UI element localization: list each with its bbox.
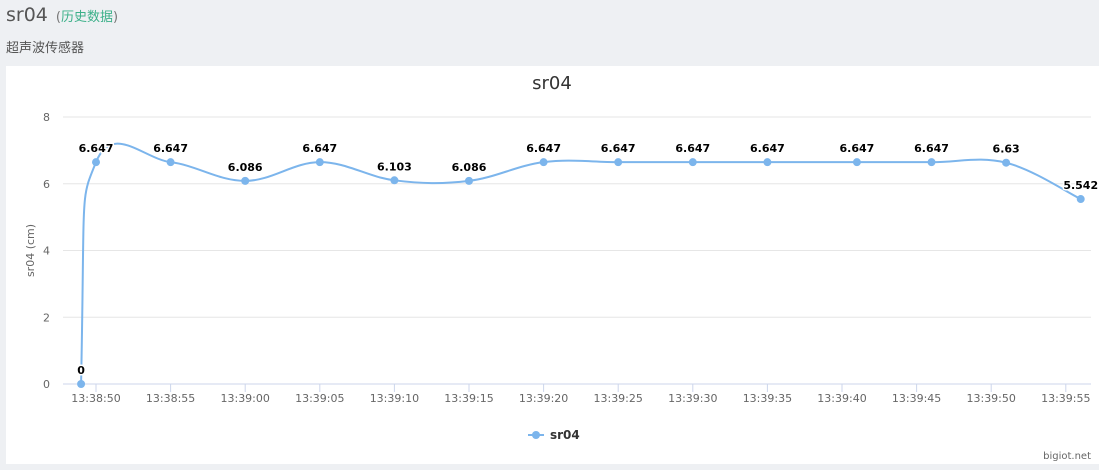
axis-layer: 0 2 4 6 8 13:38:50 13:38:55 13:39:00 13:39:05 13:… <box>43 111 1091 405</box>
data-point <box>166 158 175 167</box>
data-label: 6.647 <box>302 142 337 155</box>
data-label: 6.63 <box>993 143 1020 156</box>
chart-title: sr04 <box>532 73 572 94</box>
data-label: 6.647 <box>675 142 710 155</box>
line-chart: sr04 0 2 4 6 8 13:38:50 13:38:55 13:39:00 13:39:… <box>24 73 1099 442</box>
x-tick-label: 13:39:55 <box>1041 392 1090 405</box>
data-label: 6.647 <box>750 142 785 155</box>
x-tick-label: 13:38:50 <box>71 392 120 405</box>
data-label: 6.647 <box>526 142 561 155</box>
data-label: 5.542 <box>1063 179 1098 192</box>
x-tick-label: 13:39:40 <box>817 392 866 405</box>
history-data-link[interactable]: 历史数据 <box>60 10 113 25</box>
data-point <box>763 158 772 167</box>
data-point <box>1076 195 1085 204</box>
grid-layer <box>63 116 1091 318</box>
y-tick-label: 8 <box>43 111 50 124</box>
data-point <box>614 158 623 167</box>
data-label: 6.103 <box>377 160 412 173</box>
title-row: sr04 (历史数据) <box>6 4 118 26</box>
x-tick-label: 13:39:15 <box>444 392 493 405</box>
legend-marker <box>532 431 540 439</box>
y-tick-label: 4 <box>43 245 50 258</box>
data-label: 6.647 <box>601 142 636 155</box>
y-axis-title: sr04 (cm) <box>24 224 37 277</box>
y-tick-label: 6 <box>43 178 50 191</box>
paren-open: ( <box>55 10 61 25</box>
x-tick-label: 13:39:35 <box>743 392 792 405</box>
paren-close: ) <box>112 10 119 25</box>
data-point <box>852 158 861 167</box>
x-tick-label: 13:39:30 <box>668 392 717 405</box>
data-label: 6.086 <box>452 161 487 174</box>
data-label: 6.647 <box>914 142 949 155</box>
x-tick-label: 13:38:55 <box>146 392 195 405</box>
x-tick-label: 13:39:25 <box>593 392 642 405</box>
data-label: 6.086 <box>228 161 263 174</box>
series-line <box>80 142 1082 385</box>
data-point <box>688 158 697 167</box>
data-point <box>539 158 548 167</box>
history-link-wrapper: (历史数据) <box>56 6 118 25</box>
x-tick-label: 13:39:05 <box>295 392 344 405</box>
data-label-layer: 0 6.647 6.647 6.086 6.647 6.103 6.086 6.647 6.64… <box>76 141 1099 379</box>
data-point <box>465 176 473 185</box>
data-label: 6.647 <box>840 142 875 155</box>
data-point <box>315 158 324 167</box>
x-tick-label: 13:39:45 <box>892 392 941 405</box>
x-tick-label: 13:39:20 <box>519 392 568 405</box>
watermark: bigiot.net <box>1043 451 1091 462</box>
chart-card: sr04 0 2 4 6 8 13:38:50 13:38:55 13:39:00 13:39:… <box>6 66 1099 464</box>
data-point <box>927 158 936 167</box>
series-layer <box>77 142 1085 388</box>
x-tick-label: 13:39:10 <box>370 392 419 405</box>
page-header: sr04 (历史数据) <box>6 4 118 26</box>
y-tick-label: 2 <box>43 311 50 324</box>
data-point <box>92 158 100 167</box>
data-point <box>390 176 399 185</box>
legend-label: sr04 <box>550 428 580 442</box>
device-name: sr04 <box>6 4 48 26</box>
data-label: 6.647 <box>153 142 188 155</box>
data-label: 0 <box>77 364 85 377</box>
device-subtitle: 超声波传感器 <box>6 41 85 56</box>
data-point <box>1002 158 1011 167</box>
data-point <box>77 380 86 388</box>
data-label: 6.647 <box>79 142 114 155</box>
x-tick-label: 13:39:50 <box>966 392 1015 405</box>
data-point <box>241 176 250 185</box>
x-tick-label: 13:39:00 <box>220 392 269 405</box>
legend[interactable]: sr04 <box>528 428 580 442</box>
y-tick-label: 0 <box>43 378 50 391</box>
